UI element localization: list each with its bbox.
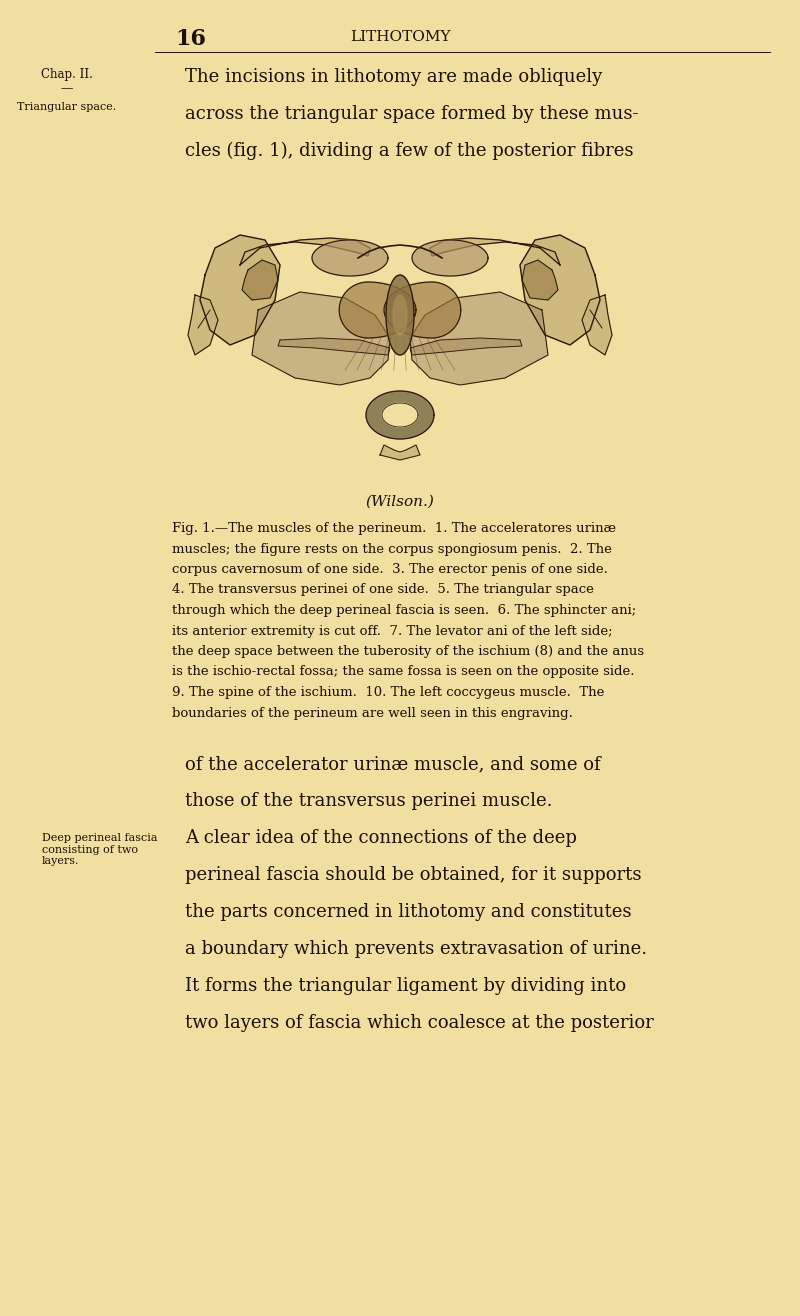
Text: Triangular space.: Triangular space. [18, 103, 117, 112]
Polygon shape [410, 338, 522, 355]
Text: is the ischio-rectal fossa; the same fossa is seen on the opposite side.: is the ischio-rectal fossa; the same fos… [172, 666, 634, 679]
Polygon shape [252, 292, 390, 386]
Polygon shape [430, 238, 560, 265]
Text: (Wilson.): (Wilson.) [366, 495, 434, 509]
Text: Fig. 1.—The muscles of the perineum.  1. The acceleratores urinæ: Fig. 1.—The muscles of the perineum. 1. … [172, 522, 616, 536]
Text: its anterior extremity is cut off.  7. The levator ani of the left side;: its anterior extremity is cut off. 7. Th… [172, 625, 613, 637]
Polygon shape [410, 292, 548, 386]
Text: The incisions in lithotomy are made obliquely: The incisions in lithotomy are made obli… [185, 68, 602, 86]
Polygon shape [312, 240, 388, 276]
Text: two layers of fascia which coalesce at the posterior: two layers of fascia which coalesce at t… [185, 1015, 654, 1032]
Polygon shape [386, 275, 414, 355]
Polygon shape [278, 338, 390, 355]
Polygon shape [520, 236, 600, 345]
Text: Chap. II.: Chap. II. [41, 68, 93, 82]
Text: A clear idea of the connections of the deep: A clear idea of the connections of the d… [185, 829, 577, 848]
Text: 16: 16 [175, 28, 206, 50]
Text: perineal fascia should be obtained, for it supports: perineal fascia should be obtained, for … [185, 866, 642, 884]
Polygon shape [522, 261, 558, 300]
Text: through which the deep perineal fascia is seen.  6. The sphincter ani;: through which the deep perineal fascia i… [172, 604, 636, 617]
Text: It forms the triangular ligament by dividing into: It forms the triangular ligament by divi… [185, 976, 626, 995]
Text: LITHOTOMY: LITHOTOMY [350, 30, 450, 43]
Text: Deep perineal fascia
consisting of two
layers.: Deep perineal fascia consisting of two l… [42, 833, 158, 866]
Polygon shape [188, 295, 218, 355]
Text: muscles; the figure rests on the corpus spongiosum penis.  2. The: muscles; the figure rests on the corpus … [172, 542, 612, 555]
Text: 4. The transversus perinei of one side.  5. The triangular space: 4. The transversus perinei of one side. … [172, 583, 594, 596]
Polygon shape [339, 282, 416, 338]
Text: of the accelerator urinæ muscle, and some of: of the accelerator urinæ muscle, and som… [185, 755, 601, 772]
Text: across the triangular space formed by these mus-: across the triangular space formed by th… [185, 105, 638, 122]
Polygon shape [200, 236, 280, 345]
Text: the parts concerned in lithotomy and constitutes: the parts concerned in lithotomy and con… [185, 903, 631, 921]
Polygon shape [242, 261, 278, 300]
Polygon shape [582, 295, 612, 355]
Text: boundaries of the perineum are well seen in this engraving.: boundaries of the perineum are well seen… [172, 707, 573, 720]
Text: the deep space between the tuberosity of the ischium (8) and the anus: the deep space between the tuberosity of… [172, 645, 644, 658]
Text: 9. The spine of the ischium.  10. The left coccygeus muscle.  The: 9. The spine of the ischium. 10. The lef… [172, 686, 604, 699]
Polygon shape [366, 391, 434, 440]
Polygon shape [393, 295, 407, 336]
Polygon shape [240, 238, 370, 265]
Text: cles (fig. 1), dividing a few of the posterior fibres: cles (fig. 1), dividing a few of the pos… [185, 142, 634, 161]
Text: a boundary which prevents extravasation of urine.: a boundary which prevents extravasation … [185, 940, 647, 958]
Polygon shape [384, 282, 461, 338]
Polygon shape [380, 445, 420, 461]
Polygon shape [382, 403, 418, 426]
Text: those of the transversus perinei muscle.: those of the transversus perinei muscle. [185, 792, 553, 811]
Text: corpus cavernosum of one side.  3. The erector penis of one side.: corpus cavernosum of one side. 3. The er… [172, 563, 608, 576]
Text: —: — [61, 82, 74, 95]
Polygon shape [412, 240, 488, 276]
